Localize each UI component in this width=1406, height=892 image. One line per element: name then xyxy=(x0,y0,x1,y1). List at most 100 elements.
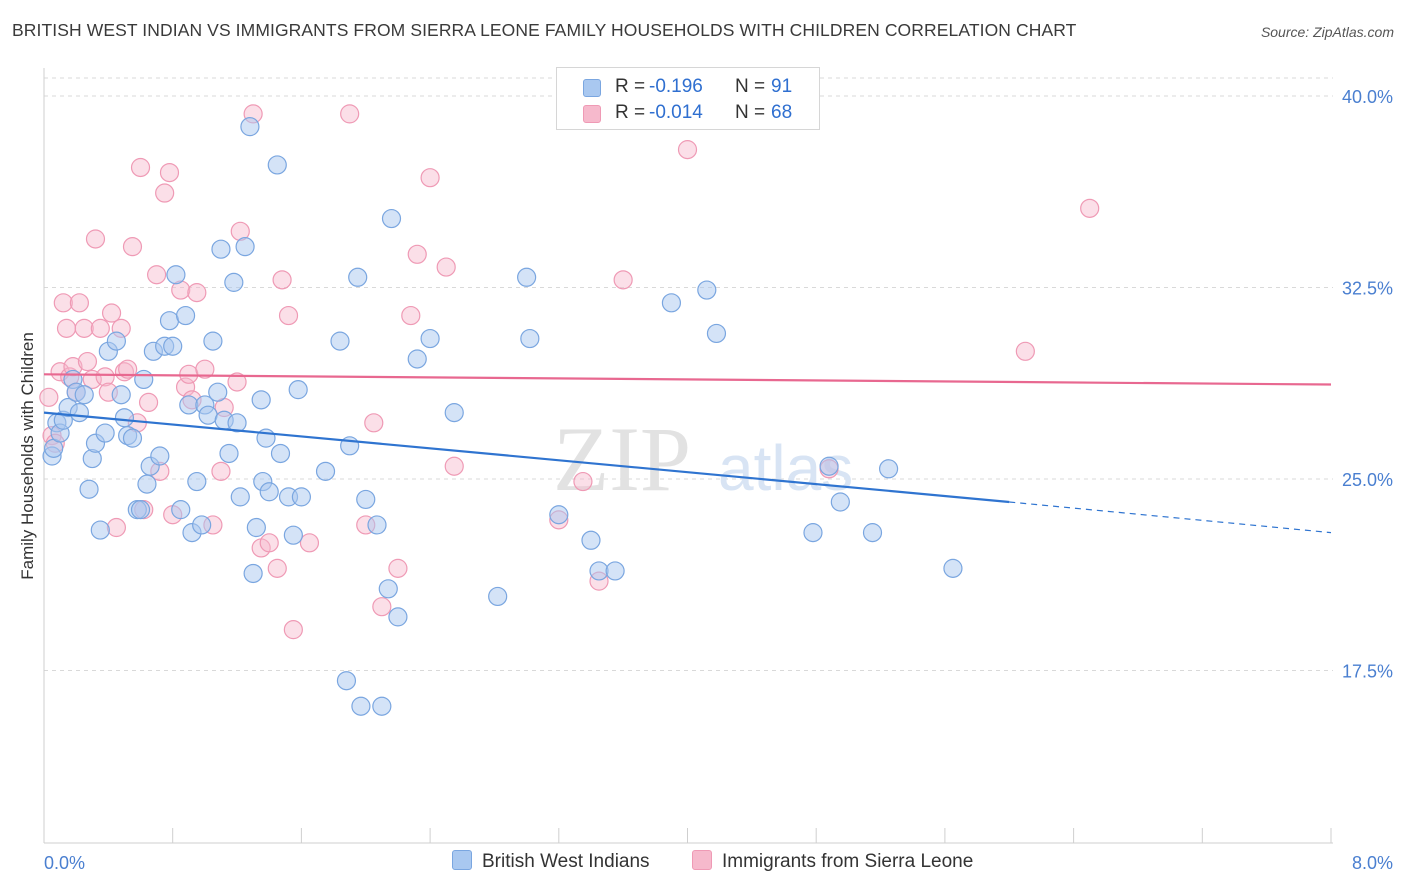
bottom-legend-swatch-pink xyxy=(692,850,712,870)
data-point-british-west-indians xyxy=(267,155,287,175)
x-tick-label: 8.0% xyxy=(1352,853,1393,873)
data-point-immigrants-from-sierra-leone xyxy=(299,533,320,553)
data-point-british-west-indians xyxy=(192,515,212,535)
data-point-british-west-indians xyxy=(420,328,440,349)
data-point-immigrants-from-sierra-leone xyxy=(106,517,126,538)
data-point-british-west-indians xyxy=(862,523,883,543)
data-point-immigrants-from-sierra-leone xyxy=(444,456,464,476)
y-axis-label: Family Households with Children xyxy=(18,332,37,580)
data-point-british-west-indians xyxy=(134,369,154,390)
data-point-immigrants-from-sierra-leone xyxy=(211,461,231,481)
data-point-british-west-indians xyxy=(137,474,157,494)
data-point-immigrants-from-sierra-leone xyxy=(114,362,135,382)
data-point-british-west-indians xyxy=(283,525,303,545)
legend-r-value: -0.014 xyxy=(649,102,703,123)
data-point-british-west-indians xyxy=(943,558,963,578)
data-point-british-west-indians xyxy=(407,349,427,369)
x-tick-label: 0.0% xyxy=(44,853,85,873)
bottom-legend-item-immigrants-from-sierra-leone: Immigrants from Sierra Leone xyxy=(692,850,973,873)
chart-title: BRITISH WEST INDIAN VS IMMIGRANTS FROM S… xyxy=(12,20,1077,40)
data-point-british-west-indians xyxy=(114,408,135,428)
data-point-british-west-indians xyxy=(367,515,387,535)
data-point-british-west-indians xyxy=(581,530,601,550)
data-point-immigrants-from-sierra-leone xyxy=(259,533,279,553)
legend-r-value: -0.196 xyxy=(649,76,703,97)
legend-n-label: N = xyxy=(735,102,766,123)
bottom-legend-item-british-west-indians: British West Indians xyxy=(452,850,650,873)
data-point-british-west-indians xyxy=(111,385,131,405)
data-point-british-west-indians xyxy=(159,311,180,331)
data-point-british-west-indians xyxy=(203,331,223,351)
data-point-british-west-indians xyxy=(230,487,250,507)
data-point-immigrants-from-sierra-leone xyxy=(1080,198,1100,218)
data-point-immigrants-from-sierra-leone xyxy=(155,183,175,203)
data-point-british-west-indians xyxy=(243,563,263,584)
data-point-immigrants-from-sierra-leone xyxy=(420,168,440,188)
data-point-immigrants-from-sierra-leone xyxy=(272,270,292,290)
data-point-british-west-indians xyxy=(90,520,110,540)
data-point-british-west-indians xyxy=(235,237,255,257)
data-point-british-west-indians xyxy=(227,413,247,433)
data-point-immigrants-from-sierra-leone xyxy=(122,237,143,257)
legend-swatch-pink xyxy=(583,105,601,123)
y-tick-label: 32.5% xyxy=(1342,279,1393,299)
trend-line-british-west-indians xyxy=(43,411,1010,504)
data-point-british-west-indians xyxy=(372,696,392,716)
trend-line-british-west-indians-extension xyxy=(1009,501,1332,534)
data-point-british-west-indians xyxy=(251,390,271,410)
data-point-immigrants-from-sierra-leone xyxy=(401,305,421,326)
data-point-immigrants-from-sierra-leone xyxy=(267,558,287,578)
data-point-british-west-indians xyxy=(288,380,308,400)
data-point-british-west-indians xyxy=(803,523,823,543)
trend-lines xyxy=(43,373,1332,534)
data-point-immigrants-from-sierra-leone xyxy=(95,367,115,387)
data-point-immigrants-from-sierra-leone xyxy=(407,244,427,264)
data-point-british-west-indians xyxy=(819,456,839,476)
data-point-british-west-indians xyxy=(661,293,682,313)
grid-lines xyxy=(44,77,1333,671)
data-point-british-west-indians xyxy=(179,395,199,415)
data-point-british-west-indians xyxy=(198,405,218,425)
data-point-immigrants-from-sierra-leone xyxy=(69,293,89,313)
y-tick-label: 25.0% xyxy=(1342,470,1393,490)
data-point-british-west-indians xyxy=(246,517,266,538)
data-point-british-west-indians xyxy=(336,671,357,691)
data-point-immigrants-from-sierra-leone xyxy=(364,413,384,433)
data-point-british-west-indians xyxy=(219,443,239,464)
data-point-british-west-indians xyxy=(520,328,540,349)
data-point-british-west-indians xyxy=(444,403,464,423)
y-tick-labels: 17.5% 25.0% 32.5% 40.0% xyxy=(1342,87,1393,682)
data-point-british-west-indians xyxy=(330,331,350,351)
data-point-british-west-indians xyxy=(270,443,291,464)
data-point-immigrants-from-sierra-leone xyxy=(677,140,698,160)
data-point-immigrants-from-sierra-leone xyxy=(187,283,207,303)
legend-n-label: N = xyxy=(735,76,766,97)
data-point-immigrants-from-sierra-leone xyxy=(85,229,106,249)
watermark-zip: ZIP xyxy=(553,408,691,510)
data-point-immigrants-from-sierra-leone xyxy=(372,597,392,617)
data-point-british-west-indians xyxy=(549,505,569,525)
data-point-british-west-indians xyxy=(351,696,371,716)
legend-n-value: 91 xyxy=(771,76,793,97)
legend-r-label: R = xyxy=(615,102,646,123)
data-point-british-west-indians xyxy=(224,272,244,292)
legend-n-value: 68 xyxy=(771,102,793,123)
x-tick-marks xyxy=(43,828,1332,843)
data-point-british-west-indians xyxy=(388,607,408,627)
data-point-immigrants-from-sierra-leone xyxy=(278,305,299,326)
data-point-immigrants-from-sierra-leone xyxy=(340,104,360,124)
data-point-british-west-indians xyxy=(878,459,899,479)
data-point-british-west-indians xyxy=(517,267,537,287)
data-point-british-west-indians xyxy=(356,489,376,510)
data-point-immigrants-from-sierra-leone xyxy=(283,620,303,640)
data-point-immigrants-from-sierra-leone xyxy=(101,303,122,323)
data-point-immigrants-from-sierra-leone xyxy=(1015,341,1035,361)
data-point-british-west-indians xyxy=(706,323,727,344)
data-point-british-west-indians xyxy=(74,385,94,405)
data-point-immigrants-from-sierra-leone xyxy=(77,351,98,372)
legend-r-label: R = xyxy=(615,76,646,97)
x-tick-labels: 0.0% 8.0% xyxy=(44,853,1393,873)
data-point-immigrants-from-sierra-leone xyxy=(147,265,167,285)
data-point-immigrants-from-sierra-leone xyxy=(388,558,408,578)
